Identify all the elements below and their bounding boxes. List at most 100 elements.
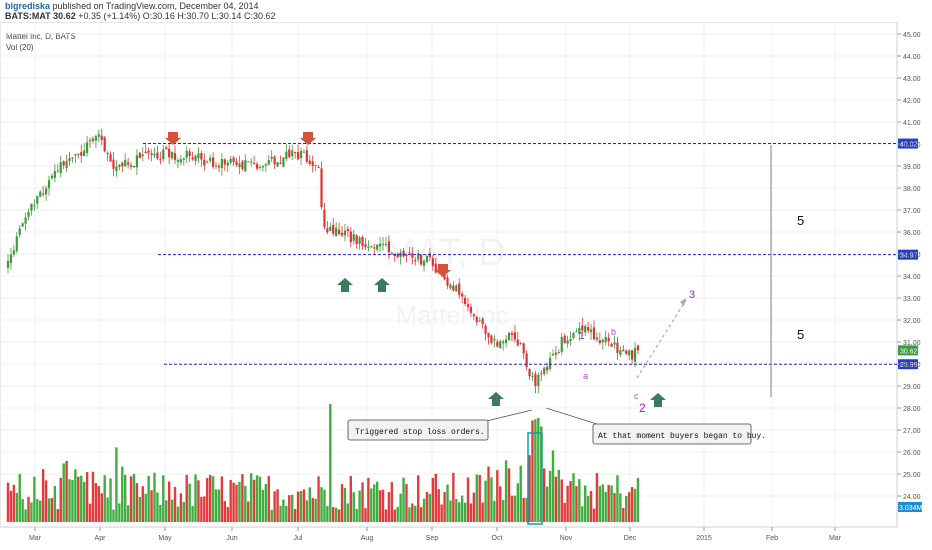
volume-bar bbox=[144, 493, 147, 522]
candle bbox=[86, 142, 89, 153]
candle bbox=[390, 252, 393, 255]
ohlc-open: 30.16 bbox=[152, 11, 175, 21]
candle bbox=[340, 232, 344, 236]
candle bbox=[578, 327, 581, 335]
volume-bar bbox=[311, 498, 314, 522]
volume-bar bbox=[326, 506, 329, 522]
candle bbox=[326, 228, 329, 233]
volume-bar bbox=[622, 507, 625, 522]
y-tick-label: 34.00 bbox=[903, 274, 921, 281]
candle bbox=[80, 152, 83, 156]
candle bbox=[572, 332, 575, 338]
volume-bar bbox=[179, 493, 183, 522]
volume-bar bbox=[496, 470, 499, 522]
volume-bar bbox=[112, 509, 115, 522]
candle bbox=[91, 138, 95, 142]
volume-bar bbox=[610, 485, 613, 522]
legend-instrument: Mattel Inc, D, BATS bbox=[6, 32, 76, 41]
candle bbox=[21, 223, 24, 227]
candle bbox=[244, 159, 247, 172]
volume-bar bbox=[378, 490, 382, 522]
volume-bar bbox=[176, 506, 180, 522]
volume-bar bbox=[519, 465, 522, 522]
volume-bar bbox=[126, 505, 130, 522]
volume-bar bbox=[191, 505, 194, 522]
volume-bar bbox=[302, 489, 306, 522]
candle bbox=[223, 159, 226, 165]
candle bbox=[522, 343, 525, 354]
volume-bar bbox=[633, 488, 637, 522]
author-link[interactable]: bigrediska bbox=[5, 1, 51, 11]
candle bbox=[203, 159, 206, 166]
candle bbox=[581, 325, 584, 331]
candle bbox=[27, 211, 30, 217]
volume-bar bbox=[513, 495, 517, 522]
candle bbox=[531, 375, 534, 377]
volume-bar bbox=[103, 475, 106, 522]
volume-bar bbox=[6, 482, 10, 522]
volume-bar bbox=[560, 479, 563, 522]
candle bbox=[132, 166, 136, 168]
volume-bar bbox=[422, 498, 426, 522]
candle bbox=[255, 163, 259, 169]
candle bbox=[461, 293, 464, 297]
volume-bar bbox=[115, 447, 118, 522]
candle bbox=[88, 140, 92, 142]
candle bbox=[220, 158, 223, 169]
volume-bar bbox=[337, 509, 341, 522]
candle bbox=[381, 243, 385, 245]
volume-bar bbox=[47, 498, 51, 522]
volume-bar bbox=[258, 476, 262, 522]
candle bbox=[320, 168, 323, 207]
volume-bar bbox=[244, 485, 247, 522]
candle bbox=[156, 152, 159, 159]
candle bbox=[607, 337, 610, 342]
volume-bar bbox=[65, 460, 68, 522]
y-tick-label: 29.00 bbox=[903, 384, 921, 391]
candle bbox=[543, 367, 546, 374]
volume-bar bbox=[510, 495, 514, 522]
candle bbox=[373, 247, 376, 249]
candle bbox=[179, 159, 182, 163]
candle bbox=[513, 332, 516, 340]
volume-bar bbox=[109, 478, 112, 522]
volume-bar bbox=[197, 480, 200, 522]
y-tick-label: 43.00 bbox=[903, 76, 921, 83]
volume-bar bbox=[458, 502, 461, 522]
volume-bar bbox=[91, 471, 95, 522]
volume-bar bbox=[56, 509, 60, 522]
y-tick-label: 36.00 bbox=[903, 230, 921, 237]
candle bbox=[112, 159, 115, 169]
volume-bar bbox=[343, 487, 347, 522]
candle bbox=[305, 150, 308, 162]
volume-bar bbox=[156, 492, 159, 522]
y-tick-label: 41.00 bbox=[903, 120, 921, 127]
volume-bar bbox=[460, 495, 464, 522]
volume-bar bbox=[18, 473, 21, 522]
candle bbox=[584, 326, 587, 333]
candle bbox=[162, 149, 165, 160]
candle bbox=[129, 164, 133, 168]
price-tag bbox=[898, 249, 918, 260]
candle bbox=[296, 152, 300, 160]
candle bbox=[74, 154, 77, 156]
candle bbox=[546, 366, 549, 371]
volume-bar bbox=[525, 497, 528, 522]
y-tick-label: 32.00 bbox=[903, 318, 921, 325]
candle bbox=[173, 153, 177, 160]
candle bbox=[314, 164, 317, 166]
candle bbox=[138, 152, 141, 158]
candle bbox=[534, 373, 537, 387]
volume-bar bbox=[267, 476, 270, 522]
candle bbox=[50, 175, 54, 179]
candle bbox=[276, 162, 279, 167]
ohlc-close: 30.62 bbox=[252, 11, 276, 21]
price-chart[interactable]: Mattel Inc, D, BATS Vol (20) MAT, D Matt… bbox=[0, 22, 932, 550]
volume-bar bbox=[15, 492, 18, 522]
y-tick-label: 26.00 bbox=[903, 450, 921, 457]
volume-bar bbox=[455, 498, 458, 522]
legend-volume: Vol (20) bbox=[6, 43, 34, 52]
candle bbox=[9, 254, 13, 263]
volume-bar bbox=[36, 499, 39, 522]
candle bbox=[267, 159, 270, 165]
